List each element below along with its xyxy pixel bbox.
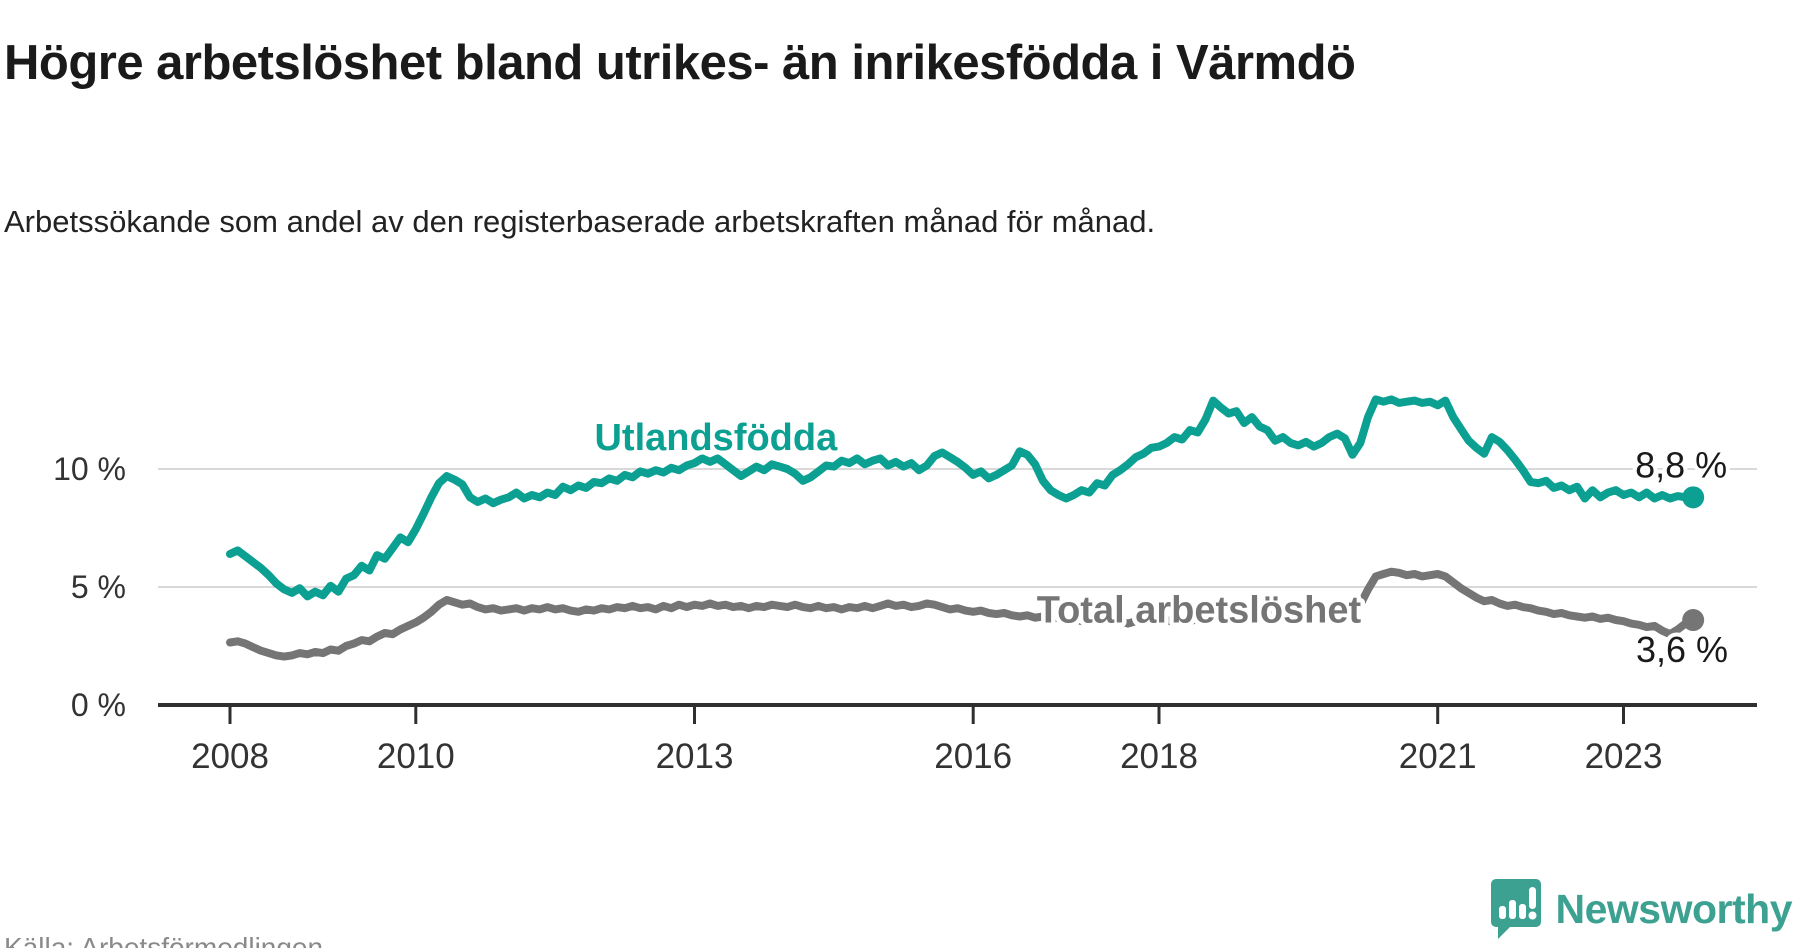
series-line-Total arbetslöshet: [226, 567, 1698, 661]
y-axis-label-5: 5 %: [71, 569, 126, 605]
series-end-value-label-Total arbetslöshet: 3,6 %: [1636, 629, 1728, 670]
x-axis-label-2023: 2023: [1585, 737, 1663, 776]
x-axis-label-2008: 2008: [191, 737, 269, 776]
x-axis-label-2018: 2018: [1120, 737, 1198, 776]
series-label-Total arbetslöshet: Total arbetslöshet: [1037, 589, 1362, 631]
x-axis-label-2021: 2021: [1399, 737, 1477, 776]
page-title: Högre arbetslöshet bland utrikes- än inr…: [4, 35, 1356, 90]
series-end-dot-Utlandsfödda: [1682, 486, 1705, 509]
x-axis-label-2016: 2016: [934, 737, 1012, 776]
y-axis-label-0: 0 %: [71, 687, 126, 723]
newsworthy-speech-bubble-chart-icon: [1490, 879, 1541, 939]
y-axis-label-10: 10 %: [53, 451, 126, 487]
chart-subtitle: Arbetssökande som andel av den registerb…: [4, 204, 1156, 239]
series-end-value-label-Utlandsfödda: 8,8 %: [1635, 444, 1727, 485]
series-label-Utlandsfödda: Utlandsfödda: [594, 417, 838, 459]
x-axis-label-2010: 2010: [377, 737, 455, 776]
source-note: Källa: Arbetsförmedlingen: [4, 932, 324, 948]
newsworthy-wordmark: Newsworthy: [1555, 885, 1793, 932]
newsworthy-logo: Newsworthy: [1490, 878, 1793, 940]
x-axis-label-2013: 2013: [656, 737, 734, 776]
series-line-Utlandsfödda: [226, 395, 1698, 601]
series-end-dot-Total arbetslöshet: [1682, 609, 1705, 632]
